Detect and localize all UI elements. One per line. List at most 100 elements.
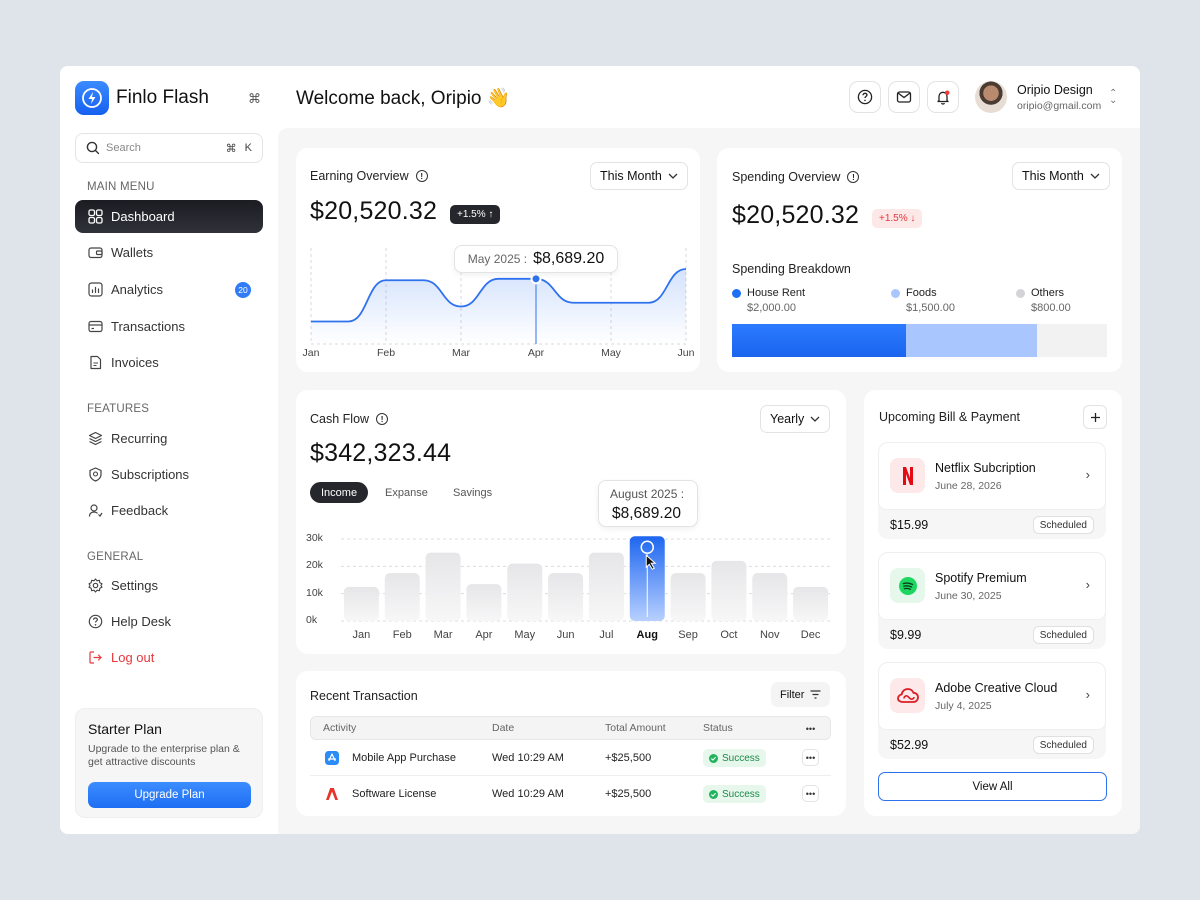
help-button[interactable] bbox=[849, 81, 881, 113]
grid-icon bbox=[87, 209, 103, 225]
chevron-right-icon[interactable]: › bbox=[1085, 467, 1090, 482]
sidebar-item-wallets[interactable]: Wallets bbox=[75, 236, 263, 269]
filter-button[interactable]: Filter bbox=[771, 682, 831, 707]
earning-period-dropdown[interactable]: This Month bbox=[590, 162, 688, 190]
top-bar: Welcome back, Oripio 👋 Oripio Design ori… bbox=[278, 66, 1140, 128]
avatar[interactable] bbox=[975, 81, 1007, 113]
sidebar-item-help-desk[interactable]: Help Desk bbox=[75, 605, 263, 638]
bar-oct[interactable] bbox=[711, 560, 747, 621]
spending-breakdown-title: Spending Breakdown bbox=[732, 262, 851, 276]
column-header-date: Date bbox=[492, 722, 515, 734]
analytics-icon bbox=[87, 282, 103, 298]
logout-icon bbox=[87, 650, 103, 666]
add-bill-button[interactable] bbox=[1083, 405, 1107, 429]
bill-item-netflix[interactable]: Netflix Subcription June 28, 2026 › $15.… bbox=[878, 442, 1106, 539]
x-tick-jan: Jan bbox=[352, 629, 371, 641]
column-header-activity: Activity bbox=[323, 722, 357, 734]
row-more-button[interactable]: ••• bbox=[802, 785, 819, 802]
table-row[interactable]: Mobile App Purchase Wed 10:29 AM +$25,50… bbox=[310, 741, 831, 776]
chevron-right-icon[interactable]: › bbox=[1085, 577, 1090, 592]
x-tick-sep: Sep bbox=[678, 629, 698, 641]
spending-title-text: Spending Overview bbox=[732, 170, 841, 184]
breakdown-segment-others[interactable] bbox=[1037, 324, 1107, 357]
more-icon[interactable]: ••• bbox=[805, 723, 816, 734]
chevron-right-icon[interactable]: › bbox=[1085, 687, 1090, 702]
breakdown-segment-house-rent[interactable] bbox=[732, 324, 907, 357]
bar-jan[interactable] bbox=[343, 586, 379, 621]
table-row[interactable]: Software License Wed 10:29 AM +$25,500 S… bbox=[310, 777, 831, 812]
bar-jul[interactable] bbox=[588, 552, 624, 621]
creative-cloud-icon bbox=[890, 678, 925, 713]
search-input[interactable]: Search ⌘ K bbox=[75, 133, 263, 163]
earning-tooltip: May 2025 : $8,689.20 bbox=[454, 245, 618, 273]
sidebar-item-transactions[interactable]: Transactions bbox=[75, 310, 263, 343]
sidebar: Finlo Flash ⌘ Search ⌘ K MAIN MENU Dashb… bbox=[60, 66, 278, 834]
bill-item-spotify[interactable]: Spotify Premium June 30, 2025 › $9.99 Sc… bbox=[878, 552, 1106, 649]
breakdown-segment-foods[interactable] bbox=[906, 324, 1038, 357]
app-logo[interactable] bbox=[75, 81, 109, 115]
bar-apr[interactable] bbox=[466, 584, 502, 621]
info-icon[interactable]: ! bbox=[415, 170, 428, 182]
spending-overview-card: Spending Overview ! This Month $20,520.3… bbox=[717, 148, 1122, 372]
bill-header bbox=[878, 552, 1106, 620]
earning-area bbox=[311, 269, 686, 344]
sidebar-item-subscriptions[interactable]: Subscriptions bbox=[75, 458, 263, 491]
starter-plan-card: Starter Plan Upgrade to the enterprise p… bbox=[75, 708, 263, 818]
tooltip-value: $8,689.20 bbox=[533, 250, 605, 267]
bill-status-badge: Scheduled bbox=[1032, 736, 1094, 754]
row-more-button[interactable]: ••• bbox=[802, 749, 819, 766]
sidebar-item-dashboard[interactable]: Dashboard bbox=[75, 200, 263, 233]
cashflow-period-dropdown[interactable]: Yearly bbox=[760, 405, 831, 433]
plus-icon bbox=[1090, 412, 1100, 422]
cashflow-title-text: Cash Flow bbox=[310, 412, 370, 426]
gear-icon bbox=[87, 578, 103, 594]
bill-status-badge: Scheduled bbox=[1032, 626, 1094, 644]
chevron-up-down-icon[interactable]: ⌃ ⌄ bbox=[1109, 88, 1118, 106]
x-tick-nov: Nov bbox=[759, 629, 780, 641]
upgrade-plan-button[interactable]: Upgrade Plan bbox=[88, 782, 251, 808]
welcome-title: Welcome back, Oripio 👋 bbox=[296, 88, 511, 109]
sidebar-item-invoices[interactable]: Invoices bbox=[75, 346, 263, 379]
column-header-status: Status bbox=[703, 722, 733, 734]
bar-nov[interactable] bbox=[752, 573, 788, 621]
mail-icon bbox=[896, 91, 912, 103]
y-tick-30k: 30k bbox=[306, 532, 323, 544]
bar-dec[interactable] bbox=[793, 586, 829, 621]
x-tick-feb: Feb bbox=[392, 629, 412, 641]
tab-savings[interactable]: Savings bbox=[453, 486, 493, 499]
sidebar-item-logout[interactable]: Log out bbox=[75, 641, 263, 674]
bar-sep[interactable] bbox=[670, 573, 706, 621]
shortcut-cmd: ⌘ bbox=[225, 142, 237, 155]
sidebar-item-analytics[interactable]: Analytics 20 bbox=[75, 273, 263, 306]
sidebar-item-settings[interactable]: Settings bbox=[75, 569, 263, 602]
y-tick-10k: 10k bbox=[306, 586, 323, 599]
mail-button[interactable] bbox=[888, 81, 920, 113]
bar-may[interactable] bbox=[507, 563, 543, 621]
bill-item-adobe[interactable]: Adobe Creative Cloud July 4, 2025 › $52.… bbox=[878, 662, 1106, 759]
help-icon bbox=[87, 614, 103, 630]
sidebar-item-recurring[interactable]: Recurring bbox=[75, 422, 263, 455]
earning-overview-card: Earning Overview ! This Month $20,520.32… bbox=[296, 148, 700, 372]
notifications-button[interactable] bbox=[927, 81, 959, 113]
cursor-icon bbox=[645, 554, 657, 570]
spending-period-dropdown[interactable]: This Month bbox=[1012, 162, 1110, 190]
recent-transaction-card: Recent Transaction Filter Activity Date … bbox=[296, 671, 846, 816]
earning-line-chart bbox=[310, 248, 687, 345]
sidebar-item-label: Feedback bbox=[111, 503, 169, 518]
view-all-button[interactable]: View All bbox=[878, 772, 1107, 801]
bar-mar[interactable] bbox=[425, 552, 461, 621]
column-header-amount: Total Amount bbox=[605, 722, 666, 734]
plan-description: Upgrade to the enterprise plan & get att… bbox=[88, 743, 240, 768]
tab-income[interactable]: Income bbox=[310, 482, 369, 503]
general-title: GENERAL bbox=[87, 551, 144, 563]
info-icon[interactable]: ! bbox=[376, 413, 389, 425]
info-icon[interactable]: ! bbox=[847, 171, 860, 183]
sidebar-item-feedback[interactable]: Feedback bbox=[75, 494, 263, 527]
earning-title: Earning Overview ! bbox=[310, 169, 428, 183]
command-icon[interactable]: ⌘ bbox=[248, 91, 261, 106]
sidebar-item-label: Invoices bbox=[111, 355, 159, 370]
earning-change-badge: +1.5% ↑ bbox=[450, 205, 501, 224]
tab-expanse[interactable]: Expanse bbox=[385, 486, 428, 499]
bar-feb[interactable] bbox=[384, 573, 420, 621]
bar-jun[interactable] bbox=[548, 573, 584, 621]
